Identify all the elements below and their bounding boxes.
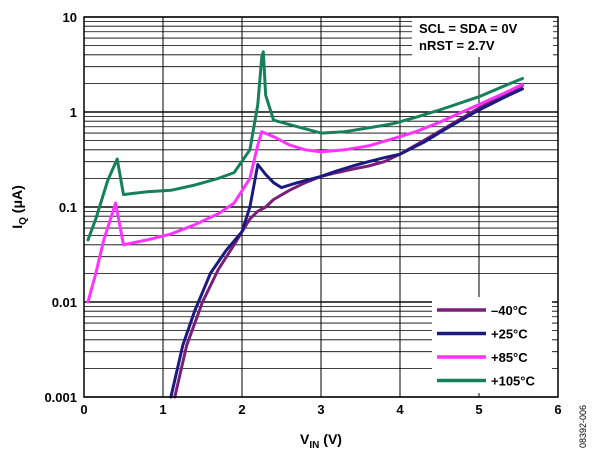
y-tick-label: 0.001 [44,390,77,405]
series-line-2 [86,82,524,304]
annotation-nrst: nRST = 2.7V [419,38,495,53]
figure-id: 08392-006 [578,405,588,448]
tick-labels: 0 1 2 3 4 5 6 0.001 0.01 0.1 1 10 [44,10,561,417]
x-tick-label: 3 [317,402,324,417]
x-tick-label: 0 [80,402,87,417]
legend-label-0: –40°C [491,303,528,318]
plot-frame [83,16,559,398]
x-tick-label: 6 [554,402,561,417]
x-tick-label: 5 [475,402,482,417]
y-tick-label: 1 [70,105,77,120]
annotation-scl-sda: SCL = SDA = 0V [419,21,518,36]
y-tick-label: 0.1 [59,200,77,215]
legend-label-3: +105°C [491,374,535,389]
y-tick-label: 0.01 [52,295,77,310]
series-lines [86,50,524,399]
y-tick-label: 10 [63,10,77,25]
x-tick-label: 2 [238,402,245,417]
y-axis-title: IQ (μA) [9,185,29,229]
series-line-3 [86,50,524,242]
series-line-1 [169,87,524,399]
legend: –40°C +25°C +85°C +105°C [432,297,552,393]
legend-label-1: +25°C [491,327,528,342]
x-tick-label: 1 [159,402,166,417]
conditions-box [412,17,553,57]
x-axis-title: VIN (V) [300,431,342,451]
x-tick-label: 4 [396,402,404,417]
legend-label-2: +85°C [491,350,528,365]
legend-box [432,297,552,393]
